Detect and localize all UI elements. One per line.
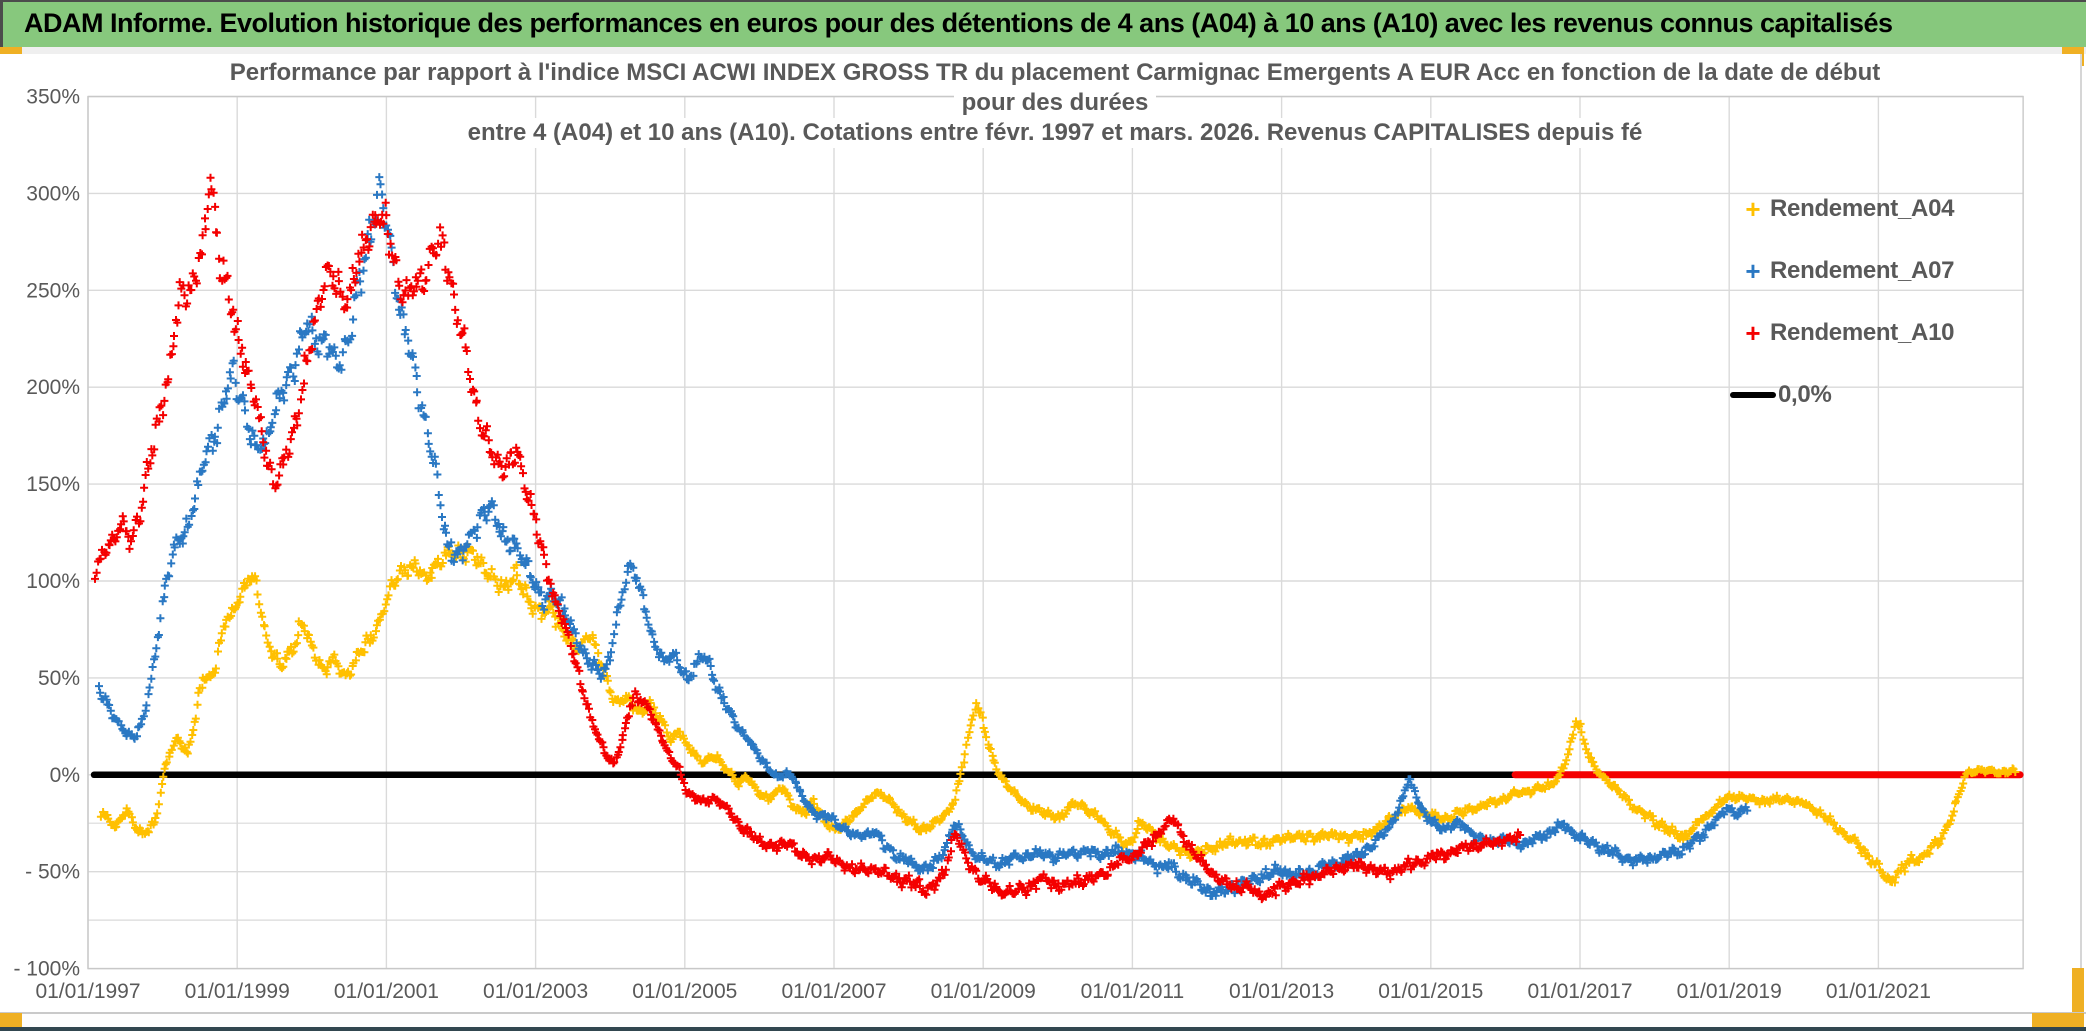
series-scatter-rendement_a10 — [91, 173, 1525, 904]
chart-frame-right-border — [2080, 54, 2082, 1012]
x-axis-tick-label: 01/01/2013 — [1229, 980, 1334, 1003]
x-axis-tick-label: 01/01/2017 — [1527, 980, 1632, 1003]
x-axis-tick-label: 01/01/2009 — [931, 980, 1036, 1003]
plus-marker-icon-a04: + — [1745, 194, 1761, 224]
x-axis-tick-label: 01/01/2011 — [1081, 980, 1185, 1003]
x-axis-tick-label: 01/01/1999 — [185, 980, 290, 1003]
legend-label: Rendement_A07 — [1770, 257, 1955, 284]
y-axis-tick-label: 300% — [26, 182, 80, 205]
performance-chart[interactable]: 350% 300% 250% 200% 150% 100% 50% 0% - 50% - 100%… — [0, 54, 2080, 1012]
legend-item-rendement-a10[interactable]: + Rendement_A10 — [1736, 302, 2036, 364]
legend-item-rendement-a04[interactable]: + Rendement_A04 — [1736, 178, 2036, 240]
x-axis-tick-label: 01/01/2015 — [1378, 980, 1483, 1003]
bottom-band — [0, 1014, 2086, 1027]
x-axis-tick-label: 01/01/2007 — [781, 980, 886, 1003]
plot-border — [87, 95, 2024, 970]
series-scatter-rendement_a07 — [95, 173, 1752, 900]
chart-title-line-3: entre 4 (A04) et 10 ans (A10). Cotations… — [459, 118, 1651, 148]
y-axis-tick-label: 150% — [26, 473, 80, 496]
zero-line-icon — [1730, 392, 1776, 398]
x-axis-labels: 01/01/1997 01/01/1999 01/01/2001 01/01/2003… — [35, 980, 1931, 1003]
y-axis-tick-label: 0% — [50, 764, 80, 787]
x-axis-tick-label: 01/01/2021 — [1826, 980, 1931, 1003]
x-axis-tick-label: 01/01/2003 — [483, 980, 588, 1003]
y-axis-tick-label: 50% — [38, 667, 80, 690]
gold-accent-right — [2072, 968, 2084, 1013]
chart-title-line-2: pour des durées — [953, 88, 1157, 118]
chart-title-line-1: Performance par rapport à l'indice MSCI … — [221, 58, 1889, 88]
legend-label: 0,0% — [1778, 381, 1832, 408]
gold-accent-bottom-left — [0, 1013, 22, 1027]
legend-label: Rendement_A04 — [1770, 195, 1955, 222]
plus-marker-icon-a10: + — [1745, 318, 1761, 348]
chart-legend: + Rendement_A04 + Rendement_A07 + Rendem… — [1730, 178, 2036, 426]
header-underline-strip — [0, 47, 2086, 54]
page-title: ADAM Informe. Evolution historique des p… — [24, 8, 1893, 38]
y-axis-tick-label: - 50% — [25, 861, 80, 884]
gold-accent-bottom-right — [2032, 1013, 2084, 1027]
y-axis-tick-label: 350% — [26, 86, 80, 109]
legend-item-rendement-a07[interactable]: + Rendement_A07 — [1736, 240, 2036, 302]
y-axis-tick-label: 200% — [26, 376, 80, 399]
window-bottom-edge — [0, 1027, 2086, 1031]
x-axis-tick-label: 01/01/2001 — [334, 980, 439, 1003]
y-axis-tick-label: 250% — [26, 279, 80, 302]
gold-accent-top-left — [0, 47, 22, 54]
x-axis-tick-label: 01/01/2005 — [632, 980, 737, 1003]
gridlines — [87, 95, 2024, 970]
title-bar-left-border — [0, 2, 3, 47]
legend-label: Rendement_A10 — [1770, 319, 1955, 346]
x-axis-tick-label: 01/01/1997 — [35, 980, 140, 1003]
chart-title: Performance par rapport à l'indice MSCI … — [88, 58, 2022, 148]
y-axis-labels: 350% 300% 250% 200% 150% 100% 50% 0% - 50% - 100% — [13, 86, 80, 981]
x-axis-tick-label: 01/01/2019 — [1677, 980, 1782, 1003]
chart-frame-bottom-border — [0, 1012, 2086, 1014]
plus-marker-icon-a07: + — [1745, 256, 1761, 286]
title-bar: ADAM Informe. Evolution historique des p… — [0, 0, 2086, 47]
legend-item-zero-line[interactable]: 0,0% — [1730, 364, 2036, 426]
y-axis-tick-label: - 100% — [13, 958, 80, 981]
y-axis-tick-label: 100% — [26, 570, 80, 593]
series-scatter-rendement_a04 — [96, 541, 2020, 887]
